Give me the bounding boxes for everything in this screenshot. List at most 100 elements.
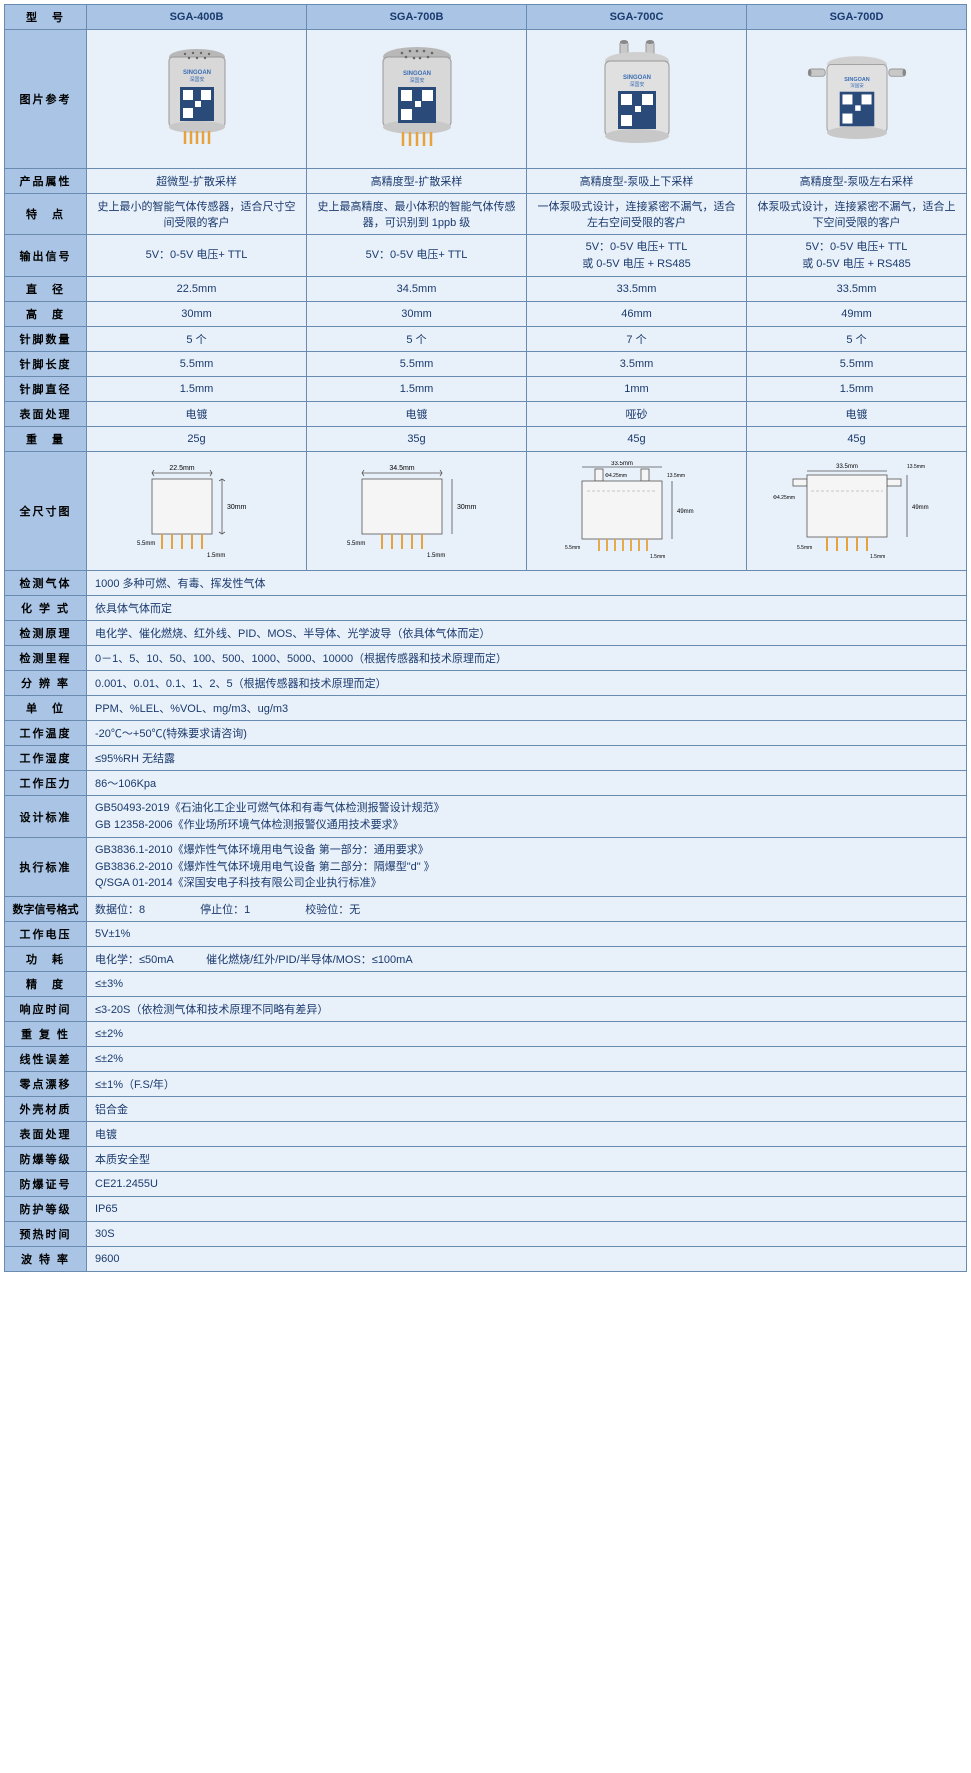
label-output: 输出信号 <box>5 235 87 277</box>
svg-text:30mm: 30mm <box>227 504 247 511</box>
label-baud: 波 特 率 <box>5 1246 87 1271</box>
svg-text:49mm: 49mm <box>912 505 929 511</box>
label-wpress: 工作压力 <box>5 771 87 796</box>
label-pre: 预热时间 <box>5 1221 87 1246</box>
dia-0: 22.5mm <box>87 277 307 302</box>
spec-lin: ≤±2% <box>87 1046 967 1071</box>
attr-1: 高精度型-扩散采样 <box>307 169 527 194</box>
svg-text:5.5mm: 5.5mm <box>565 545 580 551</box>
spec-resp: ≤3-20S（依检测气体和技术原理不同略有差异） <box>87 996 967 1021</box>
spec-wvolt: 5V±1% <box>87 921 967 946</box>
pd-3: 1.5mm <box>747 377 967 402</box>
svg-text:34.5mm: 34.5mm <box>389 465 414 472</box>
pc-3: 5 个 <box>747 327 967 352</box>
pl-2: 3.5mm <box>527 352 747 377</box>
label-wtemp: 工作温度 <box>5 721 87 746</box>
svg-text:深国安: 深国安 <box>409 77 424 84</box>
spec-formula: 依具体气体而定 <box>87 596 967 621</box>
svg-text:深国安: 深国安 <box>850 82 864 89</box>
spec-range: 0－1、5、10、50、100、500、1000、5000、10000（根据传感… <box>87 646 967 671</box>
col-0: SGA-400B <box>87 5 307 30</box>
attr-0: 超微型-扩散采样 <box>87 169 307 194</box>
dim-700c: 33.5mm Φ4.25mm 13.5mm 49mm 5.5mm 1.5mm <box>527 452 747 571</box>
wt-3: 45g <box>747 427 967 452</box>
svg-text:5.5mm: 5.5mm <box>347 541 365 547</box>
sf-1: 电镀 <box>307 402 527 427</box>
dim-700d: 33.5mm 13.5mm Φ4.25mm 49mm 5.5mm 1.5mm <box>747 452 967 571</box>
label-shell: 外壳材质 <box>5 1096 87 1121</box>
label-model: 型 号 <box>5 5 87 30</box>
svg-text:1.5mm: 1.5mm <box>207 553 225 559</box>
dia-2: 33.5mm <box>527 277 747 302</box>
label-pincount: 针脚数量 <box>5 327 87 352</box>
label-ip: 防护等级 <box>5 1196 87 1221</box>
spec-wtemp: -20℃～+50℃(特殊要求请咨询) <box>87 721 967 746</box>
dim-700b-icon: 34.5mm 30mm 5.5mm 1.5mm <box>327 461 507 561</box>
pl-3: 5.5mm <box>747 352 967 377</box>
h-1: 30mm <box>307 302 527 327</box>
sensor-700c-icon: SINGOAN 深国安 <box>587 39 687 159</box>
label-unit: 单 位 <box>5 696 87 721</box>
spec-sf2: 电镀 <box>87 1121 967 1146</box>
wt-2: 45g <box>527 427 747 452</box>
label-pindia: 针脚直径 <box>5 377 87 402</box>
col-2: SGA-700C <box>527 5 747 30</box>
pd-1: 1.5mm <box>307 377 527 402</box>
svg-text:SINGOAN: SINGOAN <box>622 75 650 81</box>
row-image: 图片参考 SINGOAN 深国安 <box>5 30 967 169</box>
dim-400b: 22.5mm 30mm 5.5mm 1.5mm <box>87 452 307 571</box>
svg-text:1.5mm: 1.5mm <box>427 553 445 559</box>
output-1: 5V：0-5V 电压+ TTL <box>307 235 527 277</box>
img-700b: SINGOAN 深国安 <box>307 30 527 169</box>
label-digital: 数字信号格式 <box>5 896 87 921</box>
h-3: 49mm <box>747 302 967 327</box>
label-resp: 响应时间 <box>5 996 87 1021</box>
spec-acc: ≤±3% <box>87 971 967 996</box>
col-3: SGA-700D <box>747 5 967 30</box>
label-estd: 执行标准 <box>5 838 87 897</box>
spec-res: 0.001、0.01、0.1、1、2、5（根据传感器和技术原理而定） <box>87 671 967 696</box>
h-2: 46mm <box>527 302 747 327</box>
label-height: 高 度 <box>5 302 87 327</box>
pd-2: 1mm <box>527 377 747 402</box>
svg-text:SINGOAN: SINGOAN <box>844 77 869 83</box>
svg-text:1.5mm: 1.5mm <box>650 554 665 560</box>
svg-text:5.5mm: 5.5mm <box>137 541 155 547</box>
spec-power: 电化学：≤50mA 催化燃烧/红外/PID/半导体/MOS：≤100mA <box>87 946 967 971</box>
svg-text:Φ4.25mm: Φ4.25mm <box>605 473 627 479</box>
spec-wpress: 86～106Kpa <box>87 771 967 796</box>
spec-repeat: ≤±2% <box>87 1021 967 1046</box>
spec-table: 型 号 SGA-400B SGA-700B SGA-700C SGA-700D … <box>4 4 967 1272</box>
spec-digital: 数据位：8 停止位：1 校验位：无 <box>87 896 967 921</box>
pl-1: 5.5mm <box>307 352 527 377</box>
label-res: 分 辨 率 <box>5 671 87 696</box>
dia-1: 34.5mm <box>307 277 527 302</box>
label-exc: 防爆证号 <box>5 1171 87 1196</box>
label-exg: 防爆等级 <box>5 1146 87 1171</box>
spec-dstd: GB50493-2019《石油化工企业可燃气体和有毒气体检测报警设计规范》GB … <box>87 796 967 838</box>
wt-1: 35g <box>307 427 527 452</box>
output-0: 5V：0-5V 电压+ TTL <box>87 235 307 277</box>
spec-unit: PPM、%LEL、%VOL、mg/m3、ug/m3 <box>87 696 967 721</box>
svg-text:13.5mm: 13.5mm <box>667 473 685 479</box>
row-model: 型 号 SGA-400B SGA-700B SGA-700C SGA-700D <box>5 5 967 30</box>
label-pinlen: 针脚长度 <box>5 352 87 377</box>
label-range: 检测里程 <box>5 646 87 671</box>
label-dim: 全尺寸图 <box>5 452 87 571</box>
wt-0: 25g <box>87 427 307 452</box>
spec-gas: 1000 多种可燃、有毒、挥发性气体 <box>87 571 967 596</box>
svg-text:SINGOAN: SINGOAN <box>182 70 210 76</box>
dia-3: 33.5mm <box>747 277 967 302</box>
label-surface: 表面处理 <box>5 402 87 427</box>
label-gas: 检测气体 <box>5 571 87 596</box>
feature-3: 体泵吸式设计，连接紧密不漏气，适合上下空间受限的客户 <box>747 194 967 235</box>
col-1: SGA-700B <box>307 5 527 30</box>
label-image: 图片参考 <box>5 30 87 169</box>
spec-principle: 电化学、催化燃烧、红外线、PID、MOS、半导体、光学波导（依具体气体而定） <box>87 621 967 646</box>
pc-0: 5 个 <box>87 327 307 352</box>
label-zd: 零点漂移 <box>5 1071 87 1096</box>
img-700c: SINGOAN 深国安 <box>527 30 747 169</box>
svg-text:SINGOAN: SINGOAN <box>402 71 430 77</box>
attr-3: 高精度型-泵吸左右采样 <box>747 169 967 194</box>
feature-2: 一体泵吸式设计，连接紧密不漏气，适合左右空间受限的客户 <box>527 194 747 235</box>
